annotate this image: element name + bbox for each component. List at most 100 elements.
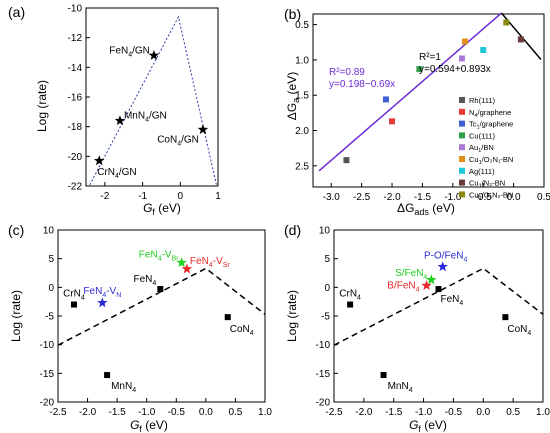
panel-c-ytick-label: 5 [48,254,54,265]
panel-a-ytick-label: -18 [68,122,83,133]
panel-b-series-marker [503,19,510,26]
panel-b-xtick-label: 0.0 [507,192,521,203]
panel-c-ytick-label: -10 [40,340,55,351]
panel-a-point-label: MnN4/GN [124,111,167,124]
panel-a-xtick-label: 0 [178,191,184,202]
panel-a-xtick-label: 1 [215,191,221,202]
panel-c-point-marker [224,314,231,321]
panel-d-point-marker [421,280,432,291]
panel-a-xtick-label: -2 [100,191,109,202]
panel-b-fit-line-1 [318,12,502,172]
panel-b-legend-swatch [459,144,465,151]
panel-b-legend-entry: Cu1/O₁N₂-BN [469,190,513,201]
panel-a-point-marker [148,49,160,60]
panel-c-point-label: CrN4 [63,289,85,302]
panel-b-legend-swatch [459,108,465,115]
panel-b-ylabel: ΔGa (eV) [285,72,301,120]
panel-d-ytick-label: 0 [324,283,330,294]
panel-d-point-label: P-O/FeN4 [424,251,467,264]
panel-a-xtick-label: -1 [138,191,147,202]
panel-d-xtick-label: -0.5 [445,407,463,418]
panel-b-legend-entry: Cu(111) [469,131,495,140]
panel-b-xtick-label: -2.0 [383,192,401,203]
panel-a-ylabel: Log (rate) [35,80,49,132]
panel-c-ytick-label: -20 [40,398,55,409]
panel-b-ytick-label: 2.5 [295,161,309,172]
panel-a-point-label: FeN4/GN [109,45,150,58]
panel-b-series-marker [517,36,524,43]
panel-c-xtick-label: -0.5 [168,407,186,418]
panel-c-point-label: FeN4-VN [83,286,121,299]
panel-c-xtick-label: -2.5 [49,407,67,418]
panel-b-xtick-label: -3.0 [323,192,341,203]
panel-c-point-label: MnN4 [111,381,136,394]
panel-c-ytick-label: -5 [45,312,54,323]
panel-b: (b) ΔGa (eV) ΔGads (eV) -3.0 -2.5 -2.0 -1.5… [284,6,550,217]
panel-d-point-label: B/FeN4 [387,281,419,294]
panel-b-fit-annotation: y=0.594+0.893x [419,64,491,75]
panel-d-point-label: MnN4 [388,381,413,394]
panel-b-ytick-label: 1.5 [295,91,309,102]
panel-c-point-label: FeN4 [134,274,157,287]
panel-d-ylabel: Log (rate) [285,290,299,342]
panel-c-xtick-label: 0.0 [199,407,213,418]
panel-b-legend-swatch [459,156,465,162]
panel-d-point-marker [437,261,448,272]
panel-d-volcano-line [334,267,543,346]
panel-d-point-marker [347,301,354,308]
panel-c-ytick-label: -15 [40,369,55,380]
panel-c-point-marker [70,301,77,308]
panel-d-ytick-label: -10 [316,340,331,351]
panel-d-xtick-label: -2.5 [325,407,343,418]
panel-b-series-marker [416,66,423,73]
panel-c-point-marker [176,257,187,268]
panel-b-series-marker [382,96,389,103]
panel-b-legend-swatch [459,167,465,174]
panel-c-xtick-label: -1.5 [109,407,127,418]
panel-a-ytick-label: -22 [68,182,83,193]
panel-b-legend-swatch [459,179,465,186]
panel-b-legend-swatch [459,191,465,198]
panel-b-fit-annotation: R²=0.89 [329,67,365,78]
panel-b-legend-entry: N4/graphene [469,108,511,119]
panel-b-frame [312,13,545,188]
panel-d-ytick-label: 10 [319,226,331,237]
panel-b-legend-swatch [459,132,465,139]
panel-b-fit-annotation: y=0.198−0.69x [329,79,395,90]
panel-b-series-marker [458,55,465,62]
panel-d-xtick-label: -1.0 [415,407,433,418]
panel-c: (c) Log (rate) Gf (eV) -2.5 -2.0 -1.5 -1.0 -… [8,222,272,433]
panel-d: (d) Log (rate) Gf (eV) -2.5 -2.0 -1.5 -1.0 -… [284,222,550,433]
panel-a-point-marker [93,155,105,166]
panel-c-point-marker [157,286,164,293]
panel-c-point-marker [97,297,108,308]
panel-d-ytick-label: 5 [324,254,330,265]
panel-a-point-marker [114,115,126,126]
panel-d-xtick-label: -2.0 [355,407,373,418]
panel-b-series-marker [461,38,468,45]
panel-b-legend-swatch [459,120,465,127]
panel-b-series-marker [343,157,350,164]
panel-a-ytick-label: -10 [68,4,83,15]
panel-d-xtick-label: 0.0 [476,407,490,418]
panel-b-label: (b) [284,6,301,22]
panel-d-point-marker [502,314,509,321]
panel-b-fit-annotation: R²=1 [419,52,441,63]
panel-a-point-marker [197,124,209,135]
panel-c-point-label: FeN4-VBr [139,250,179,263]
panel-b-xlabel: ΔGads (eV) [397,201,455,217]
panel-d-point-marker [435,286,442,293]
panel-b-ytick-label: 1.0 [295,55,309,66]
panel-b-legend-entry: Ag(111) [469,167,495,176]
panel-b-legend-entry: Rh(111) [469,96,495,105]
panel-c-ytick-label: 10 [43,226,55,237]
panel-a-ytick-label: -14 [68,63,83,74]
panel-d-point-marker [426,274,437,285]
panel-d-ytick-label: -5 [321,312,330,323]
panel-b-legend-entry: Tc1/graphene [469,120,513,131]
panel-a-volcano-line [88,15,218,186]
panel-a-ytick-label: -12 [68,33,83,44]
panel-c-xtick-label: -2.0 [79,407,97,418]
panel-d-ytick-label: -20 [316,398,331,409]
